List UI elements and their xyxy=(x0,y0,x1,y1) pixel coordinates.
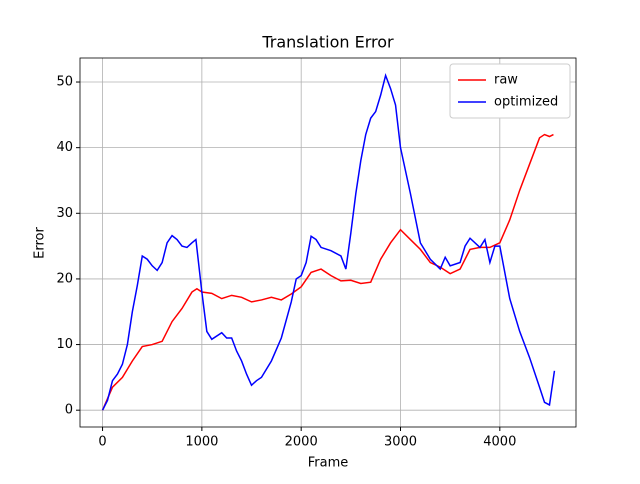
y-tick-label: 0 xyxy=(65,403,73,418)
x-tick-label: 1000 xyxy=(185,435,218,450)
legend-label: raw xyxy=(494,73,518,88)
y-tick-label: 10 xyxy=(56,337,73,352)
x-tick-label: 4000 xyxy=(483,435,516,450)
line-series xyxy=(101,72,556,411)
y-axis-label: Error xyxy=(33,227,48,259)
legend-label: optimized xyxy=(494,95,558,110)
x-tick-label: 0 xyxy=(98,435,106,450)
y-tick-label: 20 xyxy=(56,271,73,286)
x-axis-label: Frame xyxy=(308,456,349,471)
legend-box xyxy=(449,63,571,119)
chart-title: Translation Error xyxy=(261,33,394,52)
line-series xyxy=(101,133,554,411)
y-tick-label: 30 xyxy=(56,206,73,221)
y-tick-label: 40 xyxy=(56,140,73,155)
x-tick-label: 3000 xyxy=(384,435,417,450)
x-tick-label: 2000 xyxy=(285,435,318,450)
plot-frame xyxy=(79,57,577,428)
y-tick-label: 50 xyxy=(56,75,73,90)
